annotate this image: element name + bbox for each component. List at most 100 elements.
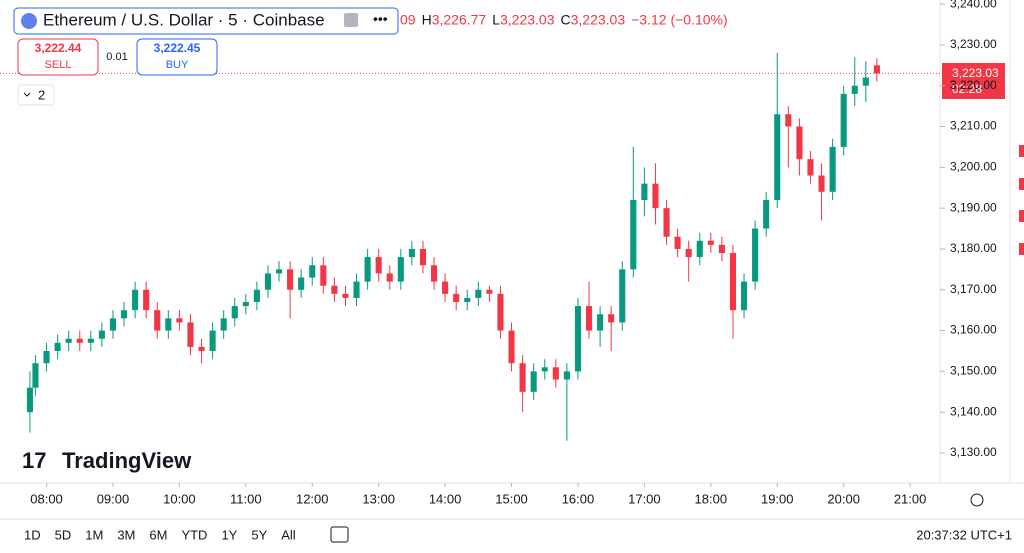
side-marker	[1019, 145, 1024, 157]
candle-body	[65, 338, 72, 343]
logo-text: TradingView	[62, 448, 192, 473]
range-button[interactable]: YTD	[181, 527, 207, 542]
candle-body	[209, 330, 216, 351]
candle-body	[32, 363, 39, 388]
candle-body	[685, 248, 692, 258]
logo-mark: 17	[22, 448, 46, 473]
y-tick-label: 3,140.00	[950, 404, 997, 418]
candle-body	[430, 265, 438, 282]
candle-body	[740, 281, 748, 311]
sell-button[interactable]	[17, 38, 99, 76]
candle-body	[530, 371, 537, 392]
candle-body	[563, 371, 570, 380]
range-button[interactable]: 6M	[149, 527, 167, 542]
candle-body	[574, 306, 582, 372]
ohlc-fragment: 09	[400, 12, 416, 28]
x-tick-label: 13:00	[362, 491, 395, 506]
candle-body	[109, 318, 117, 331]
buy-button[interactable]	[136, 38, 218, 76]
candle-body	[707, 240, 714, 245]
date-range-icon[interactable]	[330, 526, 349, 543]
candle-body	[220, 318, 227, 331]
candle-body	[331, 285, 338, 294]
toolbar: 1D 5D 1M 3M 6M YTD 1Y 5Y All	[24, 527, 296, 542]
candle-body	[497, 293, 504, 331]
candle-body	[796, 126, 803, 160]
candle-body	[862, 77, 869, 86]
candle-body	[464, 297, 471, 303]
candle-body	[752, 228, 759, 282]
x-tick-label: 15:00	[495, 491, 528, 506]
range-button[interactable]: 3M	[117, 527, 135, 542]
candle-body	[87, 338, 94, 343]
x-tick-label: 08:00	[30, 491, 63, 506]
legend-label: H	[422, 12, 432, 28]
eth-icon	[21, 13, 37, 29]
range-button[interactable]: 1M	[85, 527, 103, 542]
symbol-box[interactable]	[13, 7, 399, 35]
legend-value: 3,223.03	[500, 12, 555, 28]
candle-body	[320, 265, 327, 286]
y-tick-label: 3,200.00	[950, 159, 997, 173]
settings-icon[interactable]	[970, 493, 984, 507]
price-tag	[942, 63, 1005, 99]
candle-body	[342, 293, 349, 298]
y-tick-label: 3,240.00	[950, 0, 997, 10]
x-tick-label: 21:00	[894, 491, 927, 506]
candle-body	[287, 269, 294, 290]
candle-body	[264, 273, 272, 290]
side-marker	[1019, 210, 1024, 222]
candle-body	[630, 199, 637, 270]
y-tick-label: 3,220.00	[950, 78, 997, 92]
candle-body	[176, 318, 183, 323]
candle-body	[785, 114, 792, 127]
candle-body	[519, 363, 526, 392]
candle-body	[54, 342, 61, 351]
indicators-toggle[interactable]	[17, 84, 55, 106]
candle-body	[508, 330, 515, 364]
candle-body	[818, 175, 825, 192]
candle-body	[375, 257, 382, 274]
candle-body	[353, 281, 360, 298]
candle-body	[298, 277, 305, 290]
side-marker	[1019, 243, 1024, 255]
candle-body	[143, 289, 150, 311]
sell-price: 3,222.44	[35, 41, 82, 55]
candle-body	[696, 240, 703, 258]
candle-body	[475, 289, 482, 298]
candle-body	[154, 310, 161, 331]
range-button[interactable]: 1Y	[221, 527, 237, 542]
candle-body	[840, 93, 847, 147]
range-button[interactable]: All	[281, 527, 296, 542]
x-tick-label: 09:00	[97, 491, 130, 506]
y-tick-label: 3,230.00	[950, 37, 997, 51]
candle-body	[486, 289, 493, 294]
legend-label: L	[492, 12, 500, 28]
price-tag-price: 3,223.03	[952, 66, 999, 80]
candle-body	[873, 65, 880, 74]
x-tick-label: 12:00	[296, 491, 329, 506]
candle-body	[663, 208, 670, 237]
range-button[interactable]: 5Y	[251, 527, 267, 542]
candle-body	[231, 306, 238, 319]
candle-body	[641, 183, 648, 200]
more-icon[interactable]: •••	[373, 11, 388, 27]
compare-icon[interactable]	[344, 13, 358, 27]
indicators-count: 2	[38, 87, 45, 102]
range-button[interactable]: 1D	[24, 527, 41, 542]
clock: 20:37:32 UTC+1	[916, 527, 1012, 542]
candle-body	[397, 257, 404, 282]
candle-body	[309, 265, 316, 278]
candle-body	[674, 236, 681, 249]
x-tick-label: 19:00	[761, 491, 794, 506]
symbol-title: Ethereum / U.S. Dollar · 5 · Coinbase	[43, 10, 325, 29]
x-tick-label: 10:00	[163, 491, 196, 506]
x-tick-label: 20:00	[827, 491, 860, 506]
candle-body	[120, 310, 128, 319]
range-button[interactable]: 5D	[55, 527, 72, 542]
candle-body	[619, 269, 626, 323]
candle-body	[26, 387, 33, 413]
candle-body	[608, 314, 615, 323]
candle-body	[585, 306, 593, 331]
